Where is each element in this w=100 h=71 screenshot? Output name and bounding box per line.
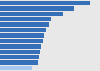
Bar: [0, 44, 42, 49]
Bar: [0, 6, 74, 11]
Bar: [0, 60, 38, 65]
Bar: [0, 55, 39, 59]
Bar: [0, 17, 51, 21]
Bar: [0, 22, 49, 27]
Bar: [0, 33, 44, 38]
Bar: [0, 28, 46, 32]
Bar: [0, 66, 32, 70]
Bar: [0, 12, 63, 16]
Bar: [0, 39, 43, 43]
Bar: [0, 1, 90, 5]
Bar: [0, 50, 40, 54]
